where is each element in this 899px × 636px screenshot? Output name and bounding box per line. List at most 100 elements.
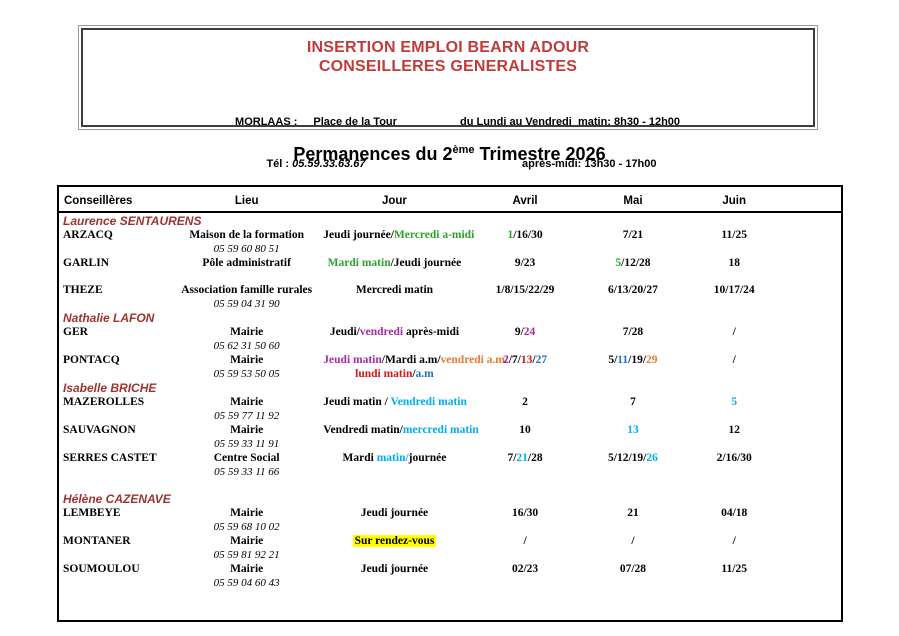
juin-dates-cell: / <box>681 534 787 562</box>
mai-dates-cell: 5/11/19/29 <box>584 353 681 381</box>
lieu-phone: 05 59 33 11 66 <box>214 466 280 478</box>
filler-cell <box>787 283 841 311</box>
text-segment: /28 <box>527 452 543 464</box>
avril-dates-cell: 02/23 <box>466 562 585 590</box>
column-header-mai: Mai <box>623 195 643 207</box>
jour-line: Sur rendez-vous <box>323 534 465 548</box>
city-cell: LEMBEYE <box>63 507 121 519</box>
filler-cell <box>787 423 841 451</box>
column-header-avril: Avril <box>512 195 538 207</box>
text-segment: 5/12/19/ <box>608 452 647 464</box>
row-ger: GER Mairie 05 62 31 50 60 Jeudi/vendredi ap… <box>59 325 841 353</box>
avril-dates-cell: 2/7/13/27 <box>466 353 585 381</box>
row-sauvagnon: SAUVAGNON Mairie 05 59 33 11 91 Vendredi ma… <box>59 423 841 451</box>
city-cell: SERRES CASTET <box>63 452 157 464</box>
juin-dates-cell: 18 <box>681 256 787 270</box>
lieu-phone: 05 59 33 11 91 <box>214 438 280 450</box>
filler-cell <box>787 353 841 381</box>
text-segment: Jeudi matin / <box>323 396 391 408</box>
jour-cell: Jeudi matin/Mardi a.m/vendredi a.m/lundi… <box>323 353 508 381</box>
text-segment: /12/28 <box>621 257 651 269</box>
avril-dates-cell: 1/16/30 <box>466 228 585 256</box>
column-header-lieu: Lieu <box>234 195 259 207</box>
text-segment: 6/13/20/27 <box>608 284 658 296</box>
text-segment: 24 <box>523 326 536 338</box>
avril-dates-cell: 7/21/28 <box>466 451 585 479</box>
mai-dates-cell: 5/12/19/26 <box>584 451 681 479</box>
lieu-phone: 05 59 68 10 02 <box>213 521 280 533</box>
jour-cell: Vendredi matin/mercredi matin <box>323 423 478 451</box>
org-title-line1: INSERTION EMPLOI BEARN ADOUR <box>306 39 590 56</box>
text-segment: 2/16/30 <box>716 452 752 464</box>
row-garlin: GARLIN Pôle administratif Mardi matin/Jeud… <box>59 256 841 270</box>
lieu-cell: Mairie 05 59 53 50 05 <box>170 353 323 381</box>
lieu-name: Maison de la formation <box>189 229 304 241</box>
jour-line: Mardi matin/Jeudi journée <box>323 256 465 270</box>
lieu-phone: 05 62 31 50 60 <box>213 340 280 352</box>
jour-line: Mercredi matin <box>323 283 465 297</box>
text-segment: / <box>631 535 635 547</box>
jour-line: Jeudi journée <box>323 506 465 520</box>
mai-dates-cell: 13 <box>584 423 681 451</box>
text-segment: 10 <box>519 424 531 436</box>
jour-cell: Sur rendez-vous <box>323 534 465 562</box>
avril-dates-cell: 9/23 <box>466 256 585 270</box>
text-segment: / <box>523 535 527 547</box>
page-title: Permanences du 2ème Trimestre 2026 <box>0 144 899 165</box>
text-segment: 11 <box>617 354 629 366</box>
juin-dates-cell: 10/17/24 <box>681 283 787 311</box>
text-segment: Mardi matin <box>327 257 391 269</box>
highlighted-text: Sur rendez-vous <box>352 535 437 547</box>
text-segment: 2 <box>502 354 509 366</box>
juin-dates-cell: / <box>681 353 787 381</box>
lieu-phone: 05 59 60 80 51 <box>213 243 280 255</box>
city-cell: PONTACQ <box>63 354 120 366</box>
page-title-prefix: Permanences du 2 <box>293 144 453 164</box>
mai-dates-cell: / <box>584 534 681 562</box>
lieu-cell: Association famille rurales 05 59 04 31 9… <box>170 283 323 311</box>
lieu-cell: Mairie 05 59 68 10 02 <box>170 506 323 534</box>
text-segment: Jeudi/ <box>329 326 360 338</box>
text-segment: / <box>732 535 736 547</box>
text-segment: 5/ <box>608 354 618 366</box>
column-header-juin: Juin <box>722 195 747 207</box>
lieu-phone: 05 59 77 11 92 <box>214 410 280 422</box>
jour-cell: Jeudi journée <box>323 506 465 534</box>
page-title-suffix: Trimestre 2026 <box>474 144 606 164</box>
jour-line: Jeudi matin/Mardi a.m/vendredi a.m/ <box>323 353 508 367</box>
office-address: Place de la Tour <box>313 116 397 128</box>
avril-dates-cell: / <box>466 534 585 562</box>
hours-line2: après-midi: 13h30 - 17h00 <box>522 158 657 170</box>
text-segment: 11/25 <box>721 229 747 241</box>
text-segment: / <box>412 368 416 380</box>
text-segment: a.m <box>415 368 434 380</box>
text-segment: / <box>732 326 736 338</box>
jour-cell: Jeudi matin / Vendredi matin <box>323 395 467 423</box>
text-segment: 2 <box>522 396 528 408</box>
lieu-name: Centre Social <box>213 452 280 464</box>
jour-line: Jeudi/vendredi après-midi <box>323 325 465 339</box>
city-cell: SAUVAGNON <box>63 424 136 436</box>
lieu-name: Mairie <box>230 535 264 547</box>
text-segment: après-midi <box>403 326 460 338</box>
header-box-inner: INSERTION EMPLOI BEARN ADOUR CONSEILLERE… <box>81 28 815 170</box>
lieu-cell: Centre Social 05 59 33 11 66 <box>170 451 323 479</box>
text-segment: /16/30 <box>513 229 543 241</box>
mai-dates-cell: 7 <box>584 395 681 423</box>
lieu-phone: 05 59 04 60 43 <box>213 577 280 589</box>
text-segment: Jeudi matin <box>323 354 382 366</box>
office-phone-line: Tél : 05.59.33.63.67 <box>230 157 402 171</box>
lieu-cell: Mairie 05 59 33 11 91 <box>170 423 323 451</box>
text-segment: 02/23 <box>511 563 539 575</box>
juin-dates-cell: / <box>681 325 787 353</box>
avril-dates-cell: 2 <box>466 395 585 423</box>
text-segment: 5 <box>731 396 738 408</box>
text-segment: Vendredi matin/ <box>323 424 403 436</box>
juin-dates-cell: 11/25 <box>681 228 787 256</box>
table-body: Laurence SENTAURENS ARZACQ Maison de la fo… <box>59 213 841 590</box>
juin-dates-cell: 11/25 <box>681 562 787 590</box>
lieu-cell: Mairie 05 59 81 92 21 <box>170 534 323 562</box>
jour-cell: Jeudi journée/Mercredi a-midi <box>323 228 474 256</box>
filler-cell <box>787 506 841 534</box>
avril-dates-cell: 16/30 <box>466 506 585 534</box>
